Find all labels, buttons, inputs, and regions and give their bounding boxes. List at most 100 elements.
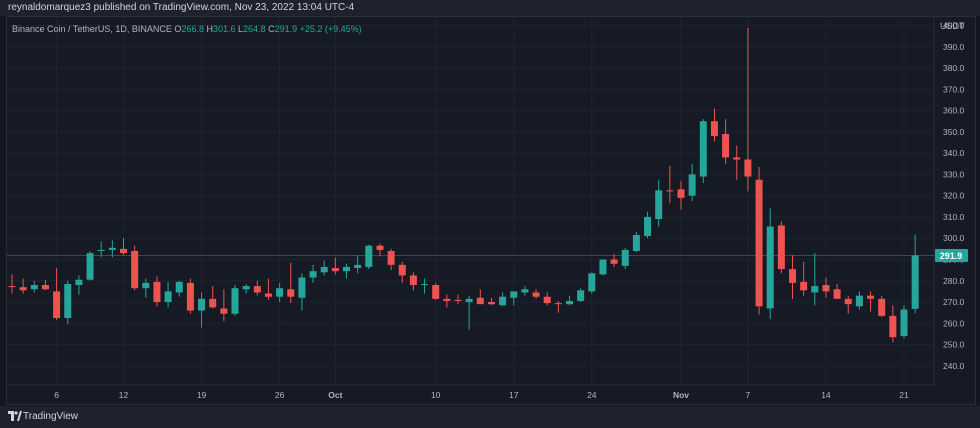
- candle-body: [733, 157, 741, 160]
- price-axis[interactable]: 240.0250.0260.0270.0280.0290.0300.0310.0…: [933, 17, 965, 385]
- low-value: 264.8: [243, 24, 266, 34]
- candle-body: [566, 300, 573, 305]
- time-tick-label: 19: [197, 390, 207, 400]
- time-tick-label: 21: [899, 390, 909, 400]
- candle-body: [231, 288, 239, 314]
- candle-body: [465, 298, 473, 303]
- symbol-name[interactable]: Binance Coin / TetherUS, 1D, BINANCE: [12, 24, 172, 34]
- last-price-label: 291.9: [940, 251, 963, 261]
- candle-body: [343, 266, 350, 272]
- candle-body: [487, 302, 495, 305]
- candle-body: [421, 283, 429, 286]
- candle-body: [766, 226, 774, 309]
- time-tick-label: 24: [587, 390, 597, 400]
- candle-body: [131, 250, 139, 289]
- candle-body: [220, 308, 228, 314]
- price-tick-label: 300.0: [943, 233, 965, 243]
- candle-body: [64, 283, 72, 318]
- candle-body: [699, 121, 707, 177]
- candle-series: [8, 27, 919, 343]
- candle-body: [777, 225, 785, 270]
- candle-body: [309, 271, 317, 278]
- time-axis[interactable]: 6 12 19 26 Oct 10 17 24 Nov 7 14 21: [7, 384, 934, 400]
- candle-body: [632, 235, 640, 251]
- time-tick-label: 10: [431, 390, 441, 400]
- candle-body: [376, 245, 384, 250]
- chart-grid: [7, 17, 934, 385]
- time-tick-label: 26: [275, 390, 285, 400]
- price-tick-label: 240.0: [943, 361, 965, 371]
- candle-body: [287, 289, 295, 297]
- candle-body: [588, 273, 596, 292]
- price-tick-label: 370.0: [943, 84, 965, 94]
- candle-body: [532, 292, 540, 297]
- candle-body: [365, 245, 373, 267]
- candle-body: [432, 285, 440, 299]
- candle-body: [253, 286, 261, 293]
- tradingview-logo-icon[interactable]: [8, 411, 22, 421]
- candle-body: [387, 250, 395, 265]
- tradingview-brand[interactable]: TradingView: [23, 411, 79, 422]
- candle-body: [900, 309, 908, 337]
- time-tick-label: 7: [746, 390, 751, 400]
- price-tick-label: 340.0: [943, 148, 965, 158]
- candle-body: [454, 299, 462, 301]
- close-label: C: [268, 24, 275, 34]
- candle-body: [30, 285, 38, 290]
- candle-body: [298, 277, 306, 298]
- candle-body: [510, 291, 518, 298]
- price-tick-label: 380.0: [943, 63, 965, 73]
- price-tick-label: 280.0: [943, 276, 965, 286]
- candle-body: [409, 275, 417, 286]
- candle-body: [833, 289, 841, 299]
- candle-body: [198, 298, 206, 311]
- close-value: 291.9: [274, 24, 298, 34]
- time-tick-label: 17: [509, 390, 519, 400]
- open-label: O: [174, 24, 182, 34]
- time-tick-label: Nov: [673, 390, 689, 400]
- high-label: H: [206, 24, 213, 34]
- candle-body: [164, 291, 172, 303]
- candle-body: [800, 281, 808, 291]
- candle-body: [543, 296, 551, 304]
- last-price-tag: [935, 248, 968, 262]
- candle-body: [610, 259, 618, 264]
- candle-body: [710, 121, 718, 137]
- candle-body: [889, 315, 897, 338]
- candle-body: [331, 268, 339, 272]
- candle-body: [878, 298, 886, 316]
- candle-body: [354, 264, 362, 269]
- candle-body: [264, 293, 272, 297]
- candle-body: [209, 298, 217, 308]
- candle-body: [599, 259, 607, 275]
- price-tick-label: 310.0: [943, 212, 965, 222]
- candle-body: [175, 281, 183, 293]
- price-tick-label: 390.0: [943, 42, 965, 52]
- candle-body: [142, 282, 150, 289]
- price-tick-label: 330.0: [943, 169, 965, 179]
- symbol-legend: Binance Coin / TetherUS, 1D, BINANCE O26…: [12, 24, 362, 34]
- candle-body: [8, 286, 16, 288]
- time-tick-label: 14: [821, 390, 831, 400]
- candle-body: [476, 297, 484, 305]
- candle-body: [855, 295, 863, 307]
- price-axis-unit: USDT: [940, 21, 965, 31]
- candle-body: [53, 291, 61, 318]
- candle-body: [688, 174, 696, 196]
- candle-body: [75, 279, 83, 286]
- chart-panel[interactable]: [6, 16, 976, 405]
- candle-body: [744, 159, 752, 177]
- time-tick-label: 6: [54, 390, 59, 400]
- candle-body: [443, 298, 451, 301]
- candle-body: [789, 269, 796, 283]
- candlestick-chart[interactable]: 240.0250.0260.0270.0280.0290.0300.0310.0…: [0, 0, 980, 406]
- candle-body: [19, 287, 27, 291]
- candle-body: [108, 247, 116, 250]
- time-tick-label: Oct: [328, 390, 342, 400]
- candle-body: [911, 255, 919, 309]
- candle-body: [86, 253, 94, 280]
- candle-body: [276, 288, 284, 297]
- open-value: 266.8: [181, 24, 204, 34]
- candle-body: [621, 249, 629, 266]
- price-tick-label: 270.0: [943, 297, 965, 307]
